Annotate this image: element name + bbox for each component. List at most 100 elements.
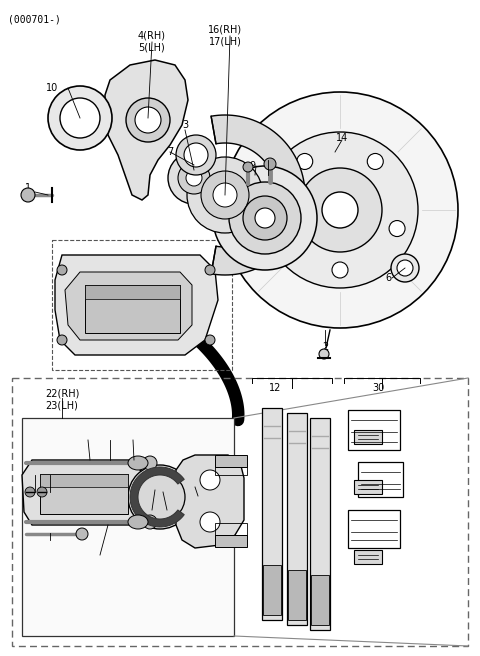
Bar: [348, 410, 400, 450]
Text: 24: 24: [104, 430, 116, 440]
Circle shape: [213, 183, 237, 207]
Text: 18: 18: [192, 491, 204, 501]
Polygon shape: [55, 255, 218, 355]
Text: 26: 26: [94, 553, 106, 563]
Circle shape: [243, 196, 287, 240]
Bar: [288, 570, 306, 620]
Circle shape: [200, 512, 220, 532]
Text: 5(LH): 5(LH): [139, 42, 166, 52]
Circle shape: [57, 265, 67, 275]
Circle shape: [201, 171, 249, 219]
Circle shape: [57, 335, 67, 345]
Circle shape: [143, 456, 157, 470]
Circle shape: [391, 254, 419, 282]
Bar: [52, 240, 232, 370]
Circle shape: [135, 472, 185, 522]
Bar: [22, 418, 234, 636]
Circle shape: [229, 182, 301, 254]
Circle shape: [186, 170, 202, 186]
Text: 3: 3: [182, 120, 188, 130]
Circle shape: [298, 168, 382, 252]
Circle shape: [25, 487, 35, 497]
Circle shape: [297, 154, 313, 169]
Bar: [85, 285, 180, 333]
Circle shape: [389, 220, 405, 237]
Polygon shape: [130, 467, 184, 527]
Circle shape: [176, 135, 216, 175]
Circle shape: [178, 162, 210, 194]
Circle shape: [60, 98, 100, 138]
Polygon shape: [105, 60, 188, 200]
Circle shape: [135, 107, 161, 133]
Bar: [311, 575, 329, 625]
Circle shape: [143, 515, 157, 529]
Circle shape: [367, 154, 383, 169]
Circle shape: [319, 349, 329, 359]
Bar: [262, 408, 282, 620]
Circle shape: [264, 158, 276, 170]
Text: 6: 6: [385, 273, 391, 283]
Circle shape: [262, 132, 418, 288]
Bar: [215, 523, 247, 535]
Text: 23(LH): 23(LH): [46, 400, 78, 410]
Text: 12: 12: [269, 383, 281, 393]
Circle shape: [126, 98, 170, 142]
Text: 25: 25: [44, 523, 56, 533]
Polygon shape: [211, 115, 305, 275]
Bar: [358, 462, 403, 497]
Text: (000701-): (000701-): [8, 15, 61, 25]
Text: 22(RH): 22(RH): [45, 388, 79, 398]
Polygon shape: [22, 460, 144, 525]
Circle shape: [205, 335, 215, 345]
Bar: [348, 510, 400, 548]
Circle shape: [243, 162, 253, 172]
Polygon shape: [176, 455, 244, 548]
Circle shape: [200, 470, 220, 490]
Bar: [85, 285, 180, 299]
Circle shape: [397, 260, 413, 276]
Bar: [215, 467, 247, 475]
Text: 26: 26: [127, 430, 139, 440]
Circle shape: [255, 208, 275, 228]
Text: 10: 10: [46, 83, 58, 93]
Circle shape: [184, 143, 208, 167]
Circle shape: [332, 262, 348, 278]
Text: 19: 19: [29, 465, 41, 475]
Ellipse shape: [128, 456, 148, 470]
Bar: [354, 430, 382, 444]
Text: 4(RH): 4(RH): [138, 30, 166, 40]
Bar: [40, 474, 128, 487]
Text: 16(RH): 16(RH): [208, 25, 242, 35]
Text: 7: 7: [167, 147, 173, 157]
Text: 27: 27: [82, 430, 94, 440]
Circle shape: [222, 92, 458, 328]
Circle shape: [48, 86, 112, 150]
Text: 30: 30: [372, 383, 384, 393]
Polygon shape: [65, 272, 192, 340]
Circle shape: [322, 192, 358, 228]
Circle shape: [76, 528, 88, 540]
Circle shape: [128, 465, 192, 529]
Text: 9: 9: [249, 161, 255, 171]
Text: 17(LH): 17(LH): [209, 37, 241, 47]
Ellipse shape: [128, 515, 148, 529]
Bar: [354, 550, 382, 564]
Circle shape: [187, 157, 263, 233]
Bar: [215, 455, 247, 467]
Bar: [263, 565, 281, 615]
Circle shape: [275, 220, 291, 237]
Circle shape: [37, 487, 47, 497]
Text: 1: 1: [25, 183, 31, 193]
Text: 8: 8: [265, 153, 271, 163]
Text: 28: 28: [161, 501, 173, 511]
Bar: [40, 474, 128, 514]
Circle shape: [205, 265, 215, 275]
Text: 2: 2: [322, 342, 328, 352]
Text: 20: 20: [44, 465, 56, 475]
Text: 14: 14: [336, 133, 348, 143]
Text: 29: 29: [146, 501, 158, 511]
Bar: [287, 413, 307, 625]
Bar: [354, 480, 382, 494]
Bar: [215, 535, 247, 547]
Circle shape: [168, 152, 220, 204]
